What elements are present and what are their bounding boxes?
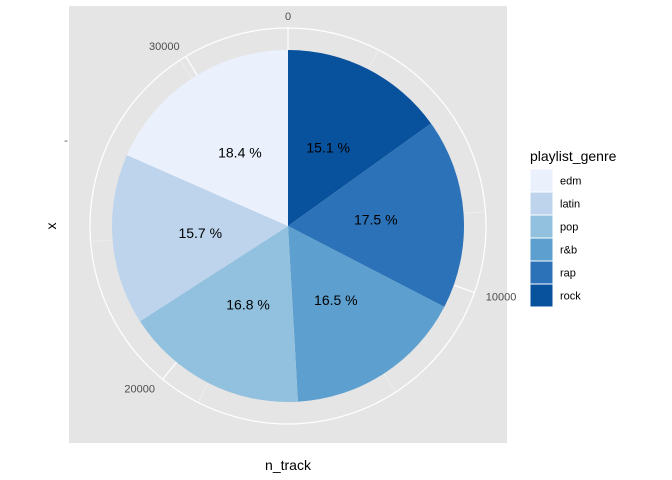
legend-label-latin: latin bbox=[560, 199, 580, 211]
slice-label-rap: 17.5 % bbox=[354, 212, 398, 228]
slice-label-edm: 18.4 % bbox=[218, 144, 262, 160]
legend-label-rap: rap bbox=[560, 268, 576, 280]
legend-key-rap bbox=[529, 260, 554, 285]
legend-label-rb: r&b bbox=[560, 245, 577, 257]
slice-label-rb: 16.5 % bbox=[314, 292, 358, 308]
y-axis-tick-label: - bbox=[64, 135, 68, 147]
legend-key-edm bbox=[529, 168, 554, 193]
pie-slice-latin bbox=[112, 155, 288, 322]
slice-labels: 15.1 % 17.5 % 16.5 % 16.8 % 15.7 % 18.4 % bbox=[178, 140, 397, 313]
radial-tick-label: 10000 bbox=[486, 292, 517, 304]
radial-tick-labels: 0 10000 20000 30000 bbox=[124, 11, 516, 396]
legend-label-rock: rock bbox=[560, 291, 581, 303]
legend: edm latin pop r&b rap rock bbox=[529, 168, 581, 308]
radial-tick-label: 0 bbox=[285, 11, 291, 23]
legend-key-pop bbox=[529, 214, 554, 239]
pie-slice-rb bbox=[288, 226, 445, 402]
pie-slice-edm bbox=[126, 50, 288, 226]
radial-tick-label: 30000 bbox=[149, 41, 180, 53]
slice-label-latin: 15.7 % bbox=[178, 225, 222, 241]
y-axis-title: x bbox=[43, 223, 59, 230]
legend-key-latin bbox=[529, 191, 554, 216]
legend-label-edm: edm bbox=[560, 176, 581, 188]
slice-label-pop: 16.8 % bbox=[226, 296, 270, 312]
x-axis-title: n_track bbox=[265, 457, 312, 473]
radial-tick-label: 20000 bbox=[124, 384, 155, 396]
legend-label-pop: pop bbox=[560, 222, 578, 234]
legend-key-rock bbox=[529, 283, 554, 308]
legend-title: playlist_genre bbox=[530, 148, 617, 164]
pie-slice-pop bbox=[139, 226, 298, 402]
slice-label-rock: 15.1 % bbox=[306, 140, 350, 156]
pie-slices bbox=[112, 50, 464, 402]
pie-slice-rap bbox=[288, 123, 464, 307]
pie-slice-rock bbox=[288, 50, 432, 226]
legend-key-rb bbox=[529, 237, 554, 262]
